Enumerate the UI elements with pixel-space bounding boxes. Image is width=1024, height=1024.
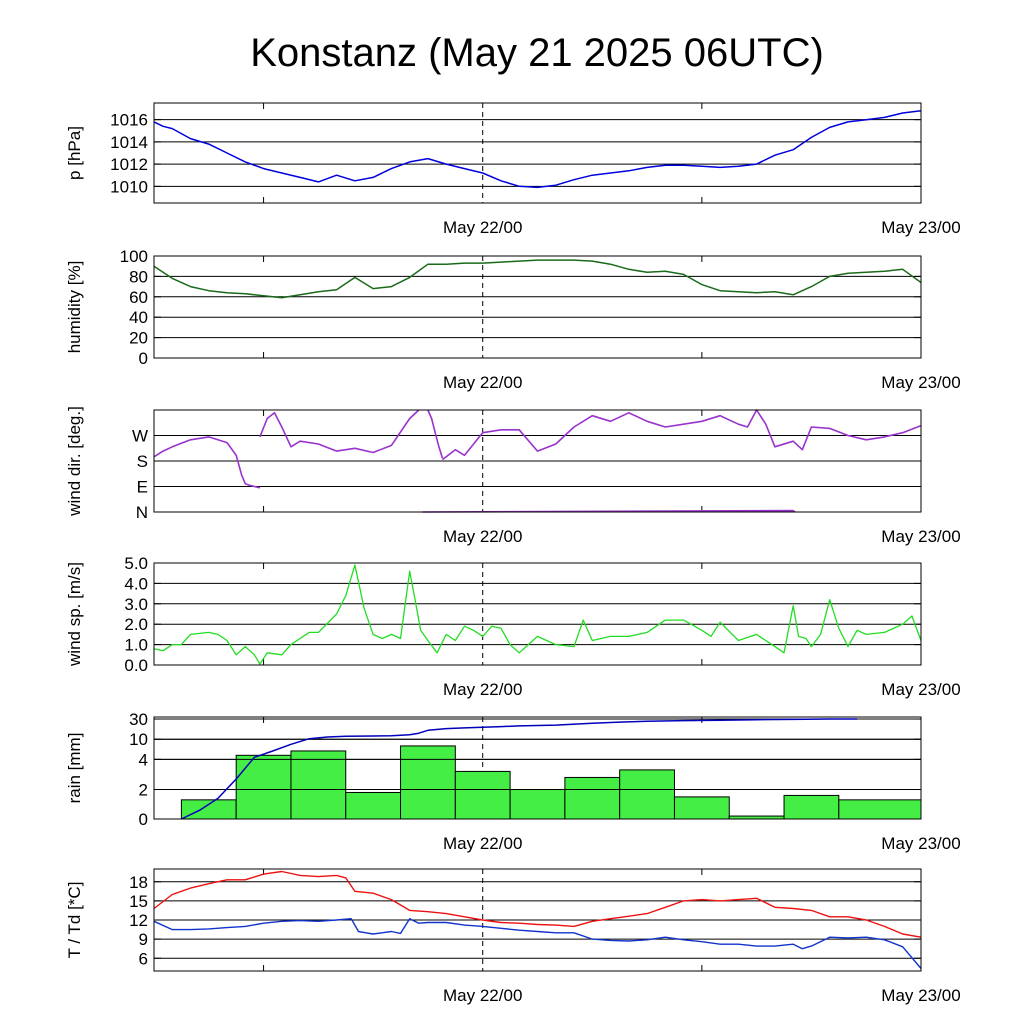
plot-frame	[153, 562, 922, 666]
dewpoint-line	[153, 918, 922, 969]
y-axis-label: wind sp. [m/s]	[65, 562, 84, 667]
wind-direction-segment	[442, 409, 922, 461]
y-tick-label: 1014	[110, 133, 148, 152]
rain-bar	[454, 770, 511, 820]
y-tick-label: 80	[129, 267, 148, 286]
y-tick-label: 6	[139, 949, 148, 968]
y-tick-label: 12	[129, 911, 148, 930]
y-tick-label: 0	[139, 349, 148, 368]
y-tick-label: 40	[129, 308, 148, 327]
pressure-line	[153, 110, 922, 189]
rain-bar	[838, 799, 922, 820]
rain-bar	[290, 750, 347, 820]
y-tick-label: 1016	[110, 111, 148, 130]
y-tick-label: N	[136, 503, 148, 522]
y-axis-label: T / Td [*C]	[65, 882, 84, 959]
rain-bar	[180, 799, 237, 820]
y-tick-label: 1010	[110, 177, 148, 196]
panel-pressure: 1010 1012 1014 1016 May 22/00 May 23/00 p [hPa…	[65, 102, 961, 237]
wind-direction-segment	[427, 409, 444, 459]
rain-bar	[509, 789, 566, 820]
x-tick-label: May 23/00	[881, 680, 960, 699]
panel-wind-speed: 0.01.0 2.03.0 4.05.0 May 22/00 May 23/00 wind…	[65, 554, 961, 699]
y-tick-label: 10	[129, 730, 148, 749]
x-tick-label: May 23/00	[881, 373, 960, 392]
y-tick-label: S	[137, 452, 148, 471]
y-tick-label: E	[137, 478, 148, 497]
y-tick-label: W	[132, 427, 148, 446]
x-tick-label: May 22/00	[443, 373, 522, 392]
x-tick-label: May 22/00	[443, 680, 522, 699]
y-tick-label: 100	[120, 247, 148, 266]
rain-cumulative-line	[181, 718, 858, 820]
x-tick-label: May 23/00	[881, 527, 960, 546]
y-tick-label: 60	[129, 288, 148, 307]
y-axis-label: p [hPa]	[65, 126, 84, 180]
y-tick-label: 15	[129, 892, 148, 911]
y-axis-label: rain [mm]	[65, 733, 84, 804]
y-axis-label: wind dir. [deg.]	[65, 406, 84, 517]
rain-bar	[673, 796, 730, 820]
plot-frame	[153, 409, 922, 513]
y-tick-label: 5.0	[124, 554, 148, 573]
y-tick-label: 4	[139, 750, 148, 769]
y-tick-label: 18	[129, 873, 148, 892]
rain-bar	[619, 769, 675, 820]
y-tick-label: 20	[129, 329, 148, 348]
x-tick-label: May 22/00	[443, 834, 522, 853]
y-tick-label: 30	[129, 710, 148, 729]
rain-bar	[235, 754, 292, 820]
rain-bar	[783, 794, 840, 820]
x-tick-label: May 23/00	[881, 218, 960, 237]
x-tick-label: May 22/00	[443, 218, 522, 237]
y-tick-label: 0.0	[124, 656, 148, 675]
x-tick-label: May 22/00	[443, 527, 522, 546]
y-tick-label: 9	[139, 930, 148, 949]
y-tick-label: 1012	[110, 155, 148, 174]
y-tick-label: 4.0	[124, 574, 148, 593]
y-tick-label: 2.0	[124, 615, 148, 634]
rain-bar	[345, 791, 402, 820]
wind-speed-line	[153, 564, 922, 665]
y-axis-label: humidity [%]	[65, 261, 84, 354]
humidity-line	[153, 259, 922, 299]
temperature-line	[153, 870, 922, 938]
chart-title: Konstanz (May 21 2025 06UTC)	[250, 31, 824, 75]
plot-frame	[153, 868, 922, 972]
plot-frame	[153, 102, 922, 204]
y-tick-label: 1.0	[124, 636, 148, 655]
plot-frame	[153, 716, 922, 820]
rain-bar	[400, 745, 456, 820]
x-tick-label: May 23/00	[881, 834, 960, 853]
x-tick-label: May 22/00	[443, 986, 522, 1005]
x-tick-label: May 23/00	[881, 986, 960, 1005]
rain-bar	[564, 776, 621, 820]
plot-frame	[153, 255, 922, 359]
y-tick-label: 3.0	[124, 595, 148, 614]
wind-direction-segment	[259, 409, 420, 454]
y-tick-label: 2	[139, 781, 148, 800]
y-tick-label: 0	[139, 810, 148, 829]
wind-direction-segment	[153, 436, 261, 489]
